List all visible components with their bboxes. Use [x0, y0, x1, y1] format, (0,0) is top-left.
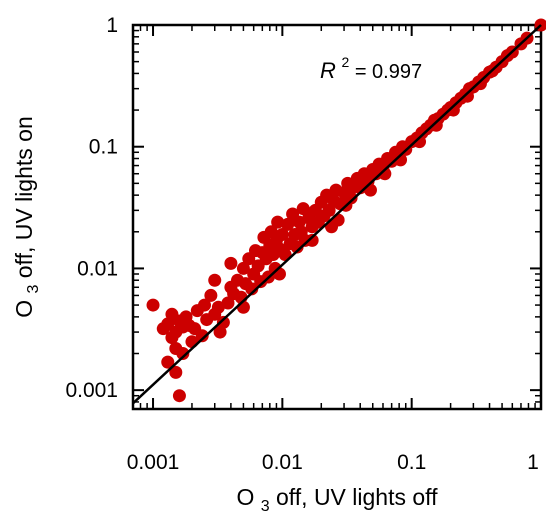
data-point	[236, 300, 250, 314]
fit-line	[132, 24, 542, 405]
data-point	[473, 77, 487, 91]
data-point	[224, 256, 238, 270]
data-point	[236, 261, 250, 275]
data-point	[460, 89, 474, 103]
x-axis-title-pre: O	[236, 484, 254, 510]
data-point	[281, 217, 295, 231]
major-ticks	[133, 24, 542, 409]
data-point	[322, 203, 336, 217]
x-tick-label: 0.1	[397, 451, 426, 474]
data-point	[208, 273, 222, 287]
data-point	[204, 288, 218, 302]
data-point	[213, 325, 227, 339]
data-point	[197, 298, 211, 312]
data-point	[161, 317, 175, 331]
data-point	[413, 135, 427, 149]
data-point	[446, 103, 460, 117]
y-tick-label: 0.01	[77, 257, 118, 280]
y-axis-title-pre: O	[11, 300, 37, 318]
x-tick-label: 0.001	[127, 451, 180, 474]
r-squared-sup: 2	[341, 54, 349, 70]
y-axis-title-sub: 3	[25, 284, 42, 293]
r-squared-rest: = 0.997	[355, 61, 422, 83]
data-point	[245, 282, 259, 296]
data-point	[275, 228, 289, 242]
x-axis-title: O 3 off, UV lights off	[236, 484, 438, 516]
x-axis-title-post: off, UV lights off	[276, 484, 438, 510]
data-point	[172, 389, 186, 403]
y-tick-label: 0.1	[89, 136, 118, 159]
x-tick-label: 0.01	[262, 451, 303, 474]
data-point	[176, 347, 190, 361]
r-squared-var: R	[320, 58, 336, 83]
x-tick-label: 1	[527, 451, 539, 474]
y-axis-title: O 3 off, UV lights on	[11, 116, 43, 318]
y-tick-label: 1	[106, 14, 118, 37]
data-point	[169, 365, 183, 379]
data-point	[271, 215, 285, 229]
y-tick-label: 0.001	[65, 379, 118, 402]
plot-frame	[131, 23, 543, 411]
data-point	[146, 298, 160, 312]
data-point	[195, 329, 209, 343]
data-point	[161, 355, 175, 369]
y-tick-labels: 0.001 0.01 0.1 1	[65, 14, 118, 402]
x-axis-title-sub: 3	[261, 498, 270, 515]
data-point	[165, 331, 179, 345]
data-point	[429, 118, 443, 132]
data-point	[305, 233, 319, 247]
y-axis-title-post: off, UV lights on	[11, 116, 37, 278]
x-tick-labels: 0.001 0.01 0.1 1	[127, 451, 539, 474]
data-point	[378, 167, 392, 181]
r-squared-annotation: R 2 = 0.997	[320, 50, 422, 83]
data-point	[363, 183, 377, 197]
data-point	[272, 267, 286, 281]
